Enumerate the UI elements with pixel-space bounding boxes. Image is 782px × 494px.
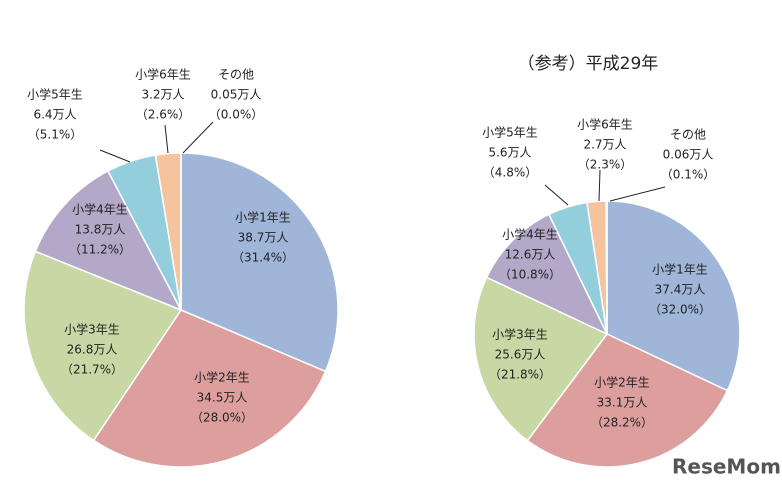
slice-amount: 26.8万人 bbox=[67, 343, 118, 357]
slice-category: 小学5年生 bbox=[482, 125, 538, 140]
slice-amount: 33.1万人 bbox=[597, 396, 648, 410]
slice-category: 小学6年生 bbox=[135, 67, 191, 82]
slice-percent: （2.3%） bbox=[578, 158, 633, 172]
slice-percent: （5.1%） bbox=[28, 128, 83, 142]
slice-percent: （2.6%） bbox=[136, 108, 191, 122]
slice-percent: （11.2%） bbox=[69, 243, 131, 257]
slice-amount: 0.06万人 bbox=[663, 148, 714, 162]
slice-category: 小学3年生 bbox=[492, 327, 548, 342]
slice-percent: （21.8%） bbox=[489, 368, 551, 382]
slice-category: 小学5年生 bbox=[27, 87, 83, 102]
slice-percent: （32.0%） bbox=[649, 303, 711, 317]
chart-title: （参考）平成29年 bbox=[518, 54, 659, 74]
slice-category: 小学1年生 bbox=[652, 262, 708, 277]
slice-amount: 37.4万人 bbox=[655, 283, 706, 297]
pie-slice bbox=[180, 152, 339, 373]
slice-category: その他 bbox=[218, 68, 254, 82]
slice-percent: （21.7%） bbox=[61, 363, 123, 377]
slice-percent: （0.0%） bbox=[209, 108, 264, 122]
slice-category: 小学1年生 bbox=[235, 210, 291, 225]
slice-category: 小学4年生 bbox=[502, 227, 558, 242]
slice-category: 小学4年生 bbox=[72, 202, 128, 217]
slice-amount: 3.2万人 bbox=[141, 88, 184, 102]
slice-amount: 6.4万人 bbox=[33, 108, 76, 122]
pie-slice bbox=[34, 170, 183, 312]
slice-amount: 34.5万人 bbox=[197, 391, 248, 405]
pie-slice bbox=[92, 309, 327, 468]
slice-percent: （10.8%） bbox=[499, 268, 561, 282]
pie-slice bbox=[23, 250, 183, 442]
pie-slice bbox=[485, 213, 609, 336]
leader-line bbox=[609, 186, 666, 202]
slice-amount: 25.6万人 bbox=[495, 348, 546, 362]
slice-percent: （0.1%） bbox=[661, 168, 716, 182]
slice-amount: 38.7万人 bbox=[238, 231, 289, 245]
pie-slice bbox=[605, 200, 608, 335]
leader-line bbox=[182, 121, 214, 154]
slice-category: その他 bbox=[670, 128, 706, 142]
leader-line bbox=[544, 184, 569, 206]
slice-percent: （28.0%） bbox=[191, 411, 253, 425]
slice-percent: （31.4%） bbox=[232, 251, 294, 265]
watermark: ReseMom bbox=[672, 455, 781, 479]
slice-category: 小学2年生 bbox=[194, 370, 250, 385]
slice-amount: 2.7万人 bbox=[583, 138, 626, 152]
slice-amount: 12.6万人 bbox=[505, 248, 556, 262]
slice-amount: 13.8万人 bbox=[75, 223, 126, 237]
pie-slice bbox=[526, 333, 729, 468]
slice-category: 小学2年生 bbox=[594, 375, 650, 390]
slice-category: 小学3年生 bbox=[64, 322, 120, 337]
slice-category: 小学6年生 bbox=[577, 117, 633, 132]
pie-slice bbox=[606, 200, 741, 392]
slice-amount: 5.6万人 bbox=[488, 146, 531, 160]
pie-slice bbox=[473, 276, 609, 442]
slice-amount: 0.05万人 bbox=[211, 88, 262, 102]
leader-line bbox=[99, 149, 131, 163]
leader-line bbox=[598, 169, 601, 202]
slice-percent: （4.8%） bbox=[483, 166, 538, 180]
leader-line bbox=[164, 124, 169, 154]
slice-percent: （28.2%） bbox=[591, 416, 653, 430]
